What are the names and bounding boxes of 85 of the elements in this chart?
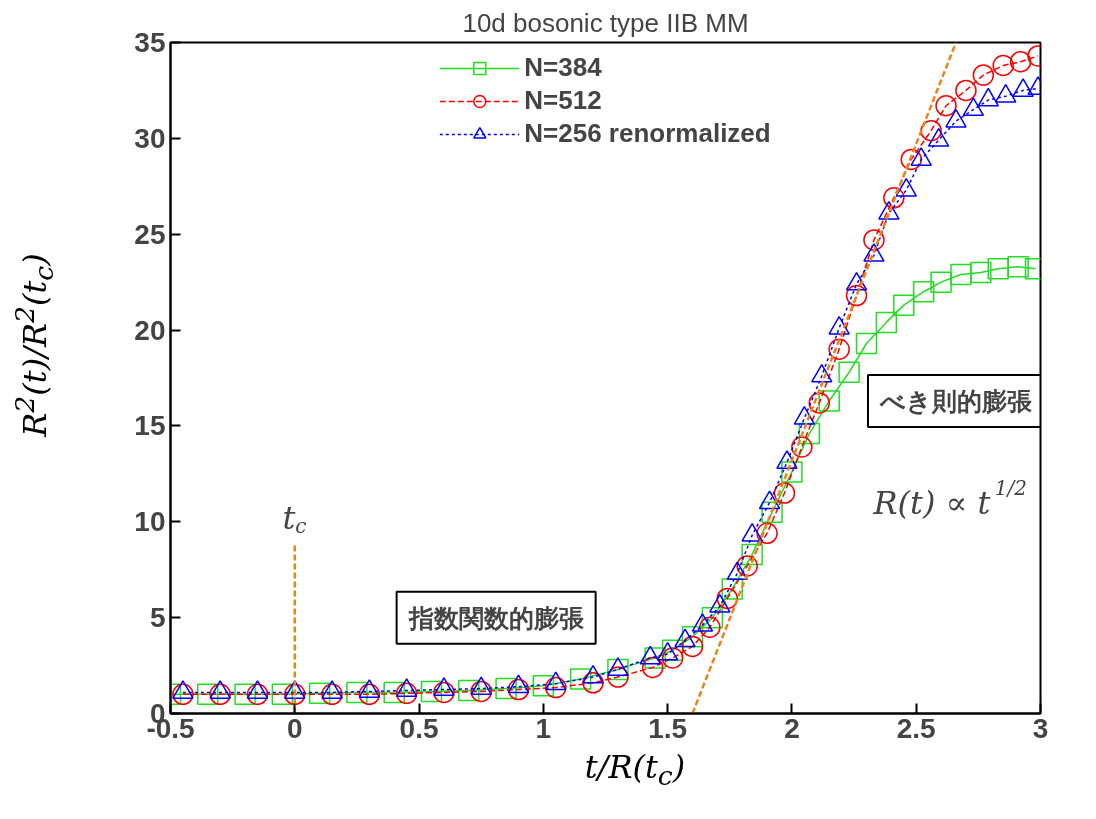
x-tick-label: 2.5 [896,712,936,744]
legend-label: N=384 [524,52,602,83]
point [935,95,957,117]
point [970,261,992,284]
point [197,683,219,706]
point [987,257,1009,280]
point [321,683,343,706]
point [271,683,294,706]
point [875,311,898,334]
point [644,647,666,669]
point [808,392,831,414]
y-tick-label: 20 [134,314,166,346]
point [507,678,530,701]
point [955,79,977,102]
point [641,656,664,679]
point [532,674,555,697]
point [855,332,878,355]
point [458,679,480,702]
point [172,683,194,706]
x-tick-label: 3 [1032,712,1049,744]
y-tick-label: 10 [134,506,166,538]
point [699,616,721,638]
x-tick-label: 1.5 [648,712,688,744]
x-tick-label: 0.5 [399,712,439,744]
point [992,54,1014,77]
point [383,681,405,704]
point [420,680,443,703]
y-tick-label: 30 [134,122,166,154]
point [661,647,684,669]
point [912,280,935,303]
point [761,501,783,523]
point [756,522,778,545]
point [308,682,331,705]
y-tick-label: 15 [134,410,166,442]
legend-label: N=512 [524,85,602,116]
point [470,680,492,703]
x-tick-label: 0 [287,712,303,744]
legend-label: N=256 renormalized [524,118,771,149]
point [838,361,860,383]
point [701,606,724,629]
point [773,482,796,504]
point [346,681,368,704]
point [893,294,915,316]
annotation: 指数関数的膨張 [407,603,585,632]
point [791,436,813,458]
x-tick-label: 1 [535,712,552,744]
point [920,119,942,142]
chart-title: 10d bosonic type IIB MM [462,7,749,38]
point [972,64,995,86]
x-axis-title: t/R(t$_{c}$) [583,747,687,794]
point [1007,256,1029,278]
point [607,658,629,681]
point [234,683,256,706]
point [358,683,381,706]
point [930,271,952,293]
point [950,263,972,286]
point [681,626,704,648]
annotation: べき則的膨張 [878,387,1033,416]
point [863,229,885,251]
point [569,668,592,690]
point [736,555,758,577]
point [828,338,850,360]
point [209,683,231,706]
point [1009,50,1032,73]
point [681,635,704,658]
point [284,683,306,706]
point [545,676,567,699]
point [395,682,418,705]
point [741,543,763,566]
point [495,677,517,700]
point [582,672,604,694]
point [883,187,905,209]
point [246,683,269,706]
y-tick-label: 5 [149,602,166,634]
x-tick-label: 2 [784,712,800,744]
point [781,461,803,483]
y-tick-label: 35 [134,27,166,58]
point [845,284,868,307]
point [716,587,739,610]
point [900,148,922,171]
point [433,681,455,704]
point [607,666,629,688]
point [721,578,744,600]
y-tick-label: 25 [134,218,166,250]
point [818,390,840,412]
